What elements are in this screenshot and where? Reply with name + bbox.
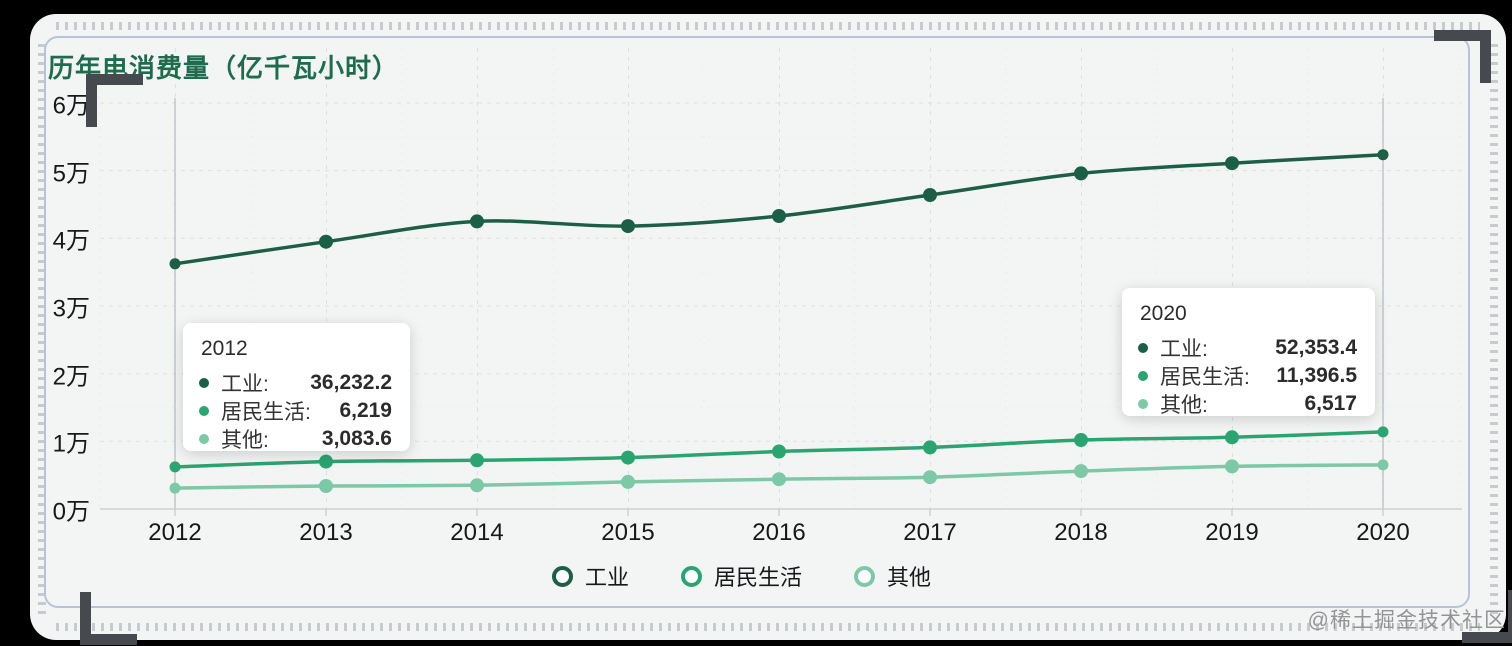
y-tick-label-4万: 4万 xyxy=(52,227,90,255)
data-point-residential-2018[interactable] xyxy=(1074,433,1088,447)
data-point-residential-2017[interactable] xyxy=(923,440,937,455)
legend-item-other[interactable]: 其他 xyxy=(854,560,931,592)
legend-item-industry[interactable]: 工业 xyxy=(552,560,629,592)
data-point-industry-2016[interactable] xyxy=(772,209,786,223)
series-dot-icon xyxy=(1138,399,1148,409)
data-point-other-2012[interactable] xyxy=(169,482,181,494)
chart-legend: 工业 居民生活 其他 xyxy=(552,560,931,592)
tooltip-series-label: 居民生活: xyxy=(1160,366,1250,389)
tooltip-series-label: 居民生活: xyxy=(221,401,311,424)
tooltip-row: 居民生活: 11,396.5 xyxy=(1138,362,1357,390)
series-dot-icon xyxy=(199,434,209,444)
y-tick-label-3万: 3万 xyxy=(52,295,90,323)
tooltip-rows: 工业: 36,232.2 居民生活: 6,219 其他: 3,083.6 xyxy=(199,369,392,453)
tooltip-series-value: 11,396.5 xyxy=(1276,364,1357,387)
data-point-other-2020[interactable] xyxy=(1377,459,1389,471)
x-tick-label-2019: 2019 xyxy=(1205,519,1259,546)
series-dot-icon xyxy=(1138,371,1148,381)
data-point-industry-2012[interactable] xyxy=(169,258,181,270)
data-point-other-2013[interactable] xyxy=(319,479,333,493)
corner-bracket-top-left xyxy=(86,74,143,127)
data-point-residential-2019[interactable] xyxy=(1225,430,1239,445)
legend-ring-icon xyxy=(681,565,703,587)
corner-bracket-top-right xyxy=(1434,30,1491,83)
data-point-industry-2015[interactable] xyxy=(621,219,635,234)
series-dot-icon xyxy=(199,378,209,388)
x-tick-label-2015: 2015 xyxy=(601,519,655,546)
data-point-other-2016[interactable] xyxy=(772,472,786,487)
data-point-other-2018[interactable] xyxy=(1074,464,1088,479)
data-point-other-2019[interactable] xyxy=(1225,459,1239,474)
tooltip-rows: 工业: 52,353.4 居民生活: 11,396.5 其他: 6,517 xyxy=(1138,334,1357,418)
frame-stripe-right xyxy=(1490,40,1498,614)
x-tick-label-2017: 2017 xyxy=(903,519,957,546)
data-point-other-2014[interactable] xyxy=(470,478,484,493)
tooltip-title: 2020 xyxy=(1140,302,1187,325)
data-point-residential-2015[interactable] xyxy=(621,450,635,465)
x-tick-label-2016: 2016 xyxy=(752,519,806,546)
x-tick-label-2012: 2012 xyxy=(148,519,202,546)
corner-bracket-bottom-right xyxy=(1462,590,1512,643)
data-point-other-2015[interactable] xyxy=(621,474,635,489)
data-point-residential-2016[interactable] xyxy=(772,444,786,459)
tooltip-series-label: 其他: xyxy=(1160,394,1208,417)
tooltip-row: 其他: 6,517 xyxy=(1138,390,1357,418)
x-tick-label-2014: 2014 xyxy=(450,519,504,546)
y-tick-label-2万: 2万 xyxy=(52,363,90,391)
data-point-industry-2013[interactable] xyxy=(319,234,333,249)
tooltip-2020: 2020 工业: 52,353.4 居民生活: 11,396.5 其他: 6,517 xyxy=(1122,288,1375,418)
watermark: @稀土掘金技术社区 xyxy=(1307,609,1506,632)
tooltip-series-value: 3,083.6 xyxy=(321,427,392,450)
data-point-residential-2012[interactable] xyxy=(169,461,181,473)
tooltip-2012: 2012 工业: 36,232.2 居民生活: 6,219 其他: 3,083.6 xyxy=(183,323,410,453)
frame-stripe-bottom xyxy=(56,623,1480,631)
data-point-industry-2020[interactable] xyxy=(1377,149,1389,161)
data-point-industry-2014[interactable] xyxy=(470,214,484,229)
y-tick-label-6万: 6万 xyxy=(52,92,90,120)
data-point-residential-2014[interactable] xyxy=(470,453,484,468)
tooltip-series-value: 6,517 xyxy=(1304,392,1357,415)
tooltip-series-label: 工业: xyxy=(1160,338,1208,361)
y-tick-label-0万: 0万 xyxy=(52,498,90,526)
tooltip-row: 工业: 52,353.4 xyxy=(1138,334,1357,362)
data-point-other-2017[interactable] xyxy=(923,470,937,485)
data-point-industry-2017[interactable] xyxy=(923,188,937,202)
x-tick-label-2020: 2020 xyxy=(1356,519,1410,546)
x-tick-label-2013: 2013 xyxy=(299,519,353,546)
legend-item-residential[interactable]: 居民生活 xyxy=(681,560,802,592)
tooltip-series-value: 36,232.2 xyxy=(310,371,392,394)
tooltip-series-label: 工业: xyxy=(221,373,269,396)
legend-ring-icon xyxy=(854,565,876,587)
data-point-industry-2018[interactable] xyxy=(1074,166,1088,181)
corner-bracket-bottom-left xyxy=(80,592,137,645)
tooltip-row: 其他: 3,083.6 xyxy=(199,425,392,453)
legend-label: 工业 xyxy=(585,565,630,590)
tooltip-title: 2012 xyxy=(201,337,248,360)
tooltip-series-value: 6,219 xyxy=(339,399,392,422)
tooltip-row: 工业: 36,232.2 xyxy=(199,369,392,397)
frame-inner-border xyxy=(44,36,1470,608)
legend-label: 其他 xyxy=(887,565,932,590)
frame-stripe-top xyxy=(56,22,1480,30)
data-point-residential-2013[interactable] xyxy=(319,454,333,469)
frame-stripe-left xyxy=(38,40,46,614)
series-dot-icon xyxy=(199,406,209,416)
y-tick-label-1万: 1万 xyxy=(52,430,90,458)
tooltip-row: 居民生活: 6,219 xyxy=(199,397,392,425)
tooltip-series-label: 其他: xyxy=(221,429,269,452)
series-dot-icon xyxy=(1138,343,1148,353)
tooltip-series-value: 52,353.4 xyxy=(1275,336,1357,359)
legend-ring-icon xyxy=(552,565,573,587)
x-tick-label-2018: 2018 xyxy=(1054,519,1108,546)
data-point-residential-2020[interactable] xyxy=(1377,426,1389,438)
y-tick-label-5万: 5万 xyxy=(52,160,90,188)
data-point-industry-2019[interactable] xyxy=(1225,156,1239,171)
legend-label: 居民生活 xyxy=(714,565,803,590)
